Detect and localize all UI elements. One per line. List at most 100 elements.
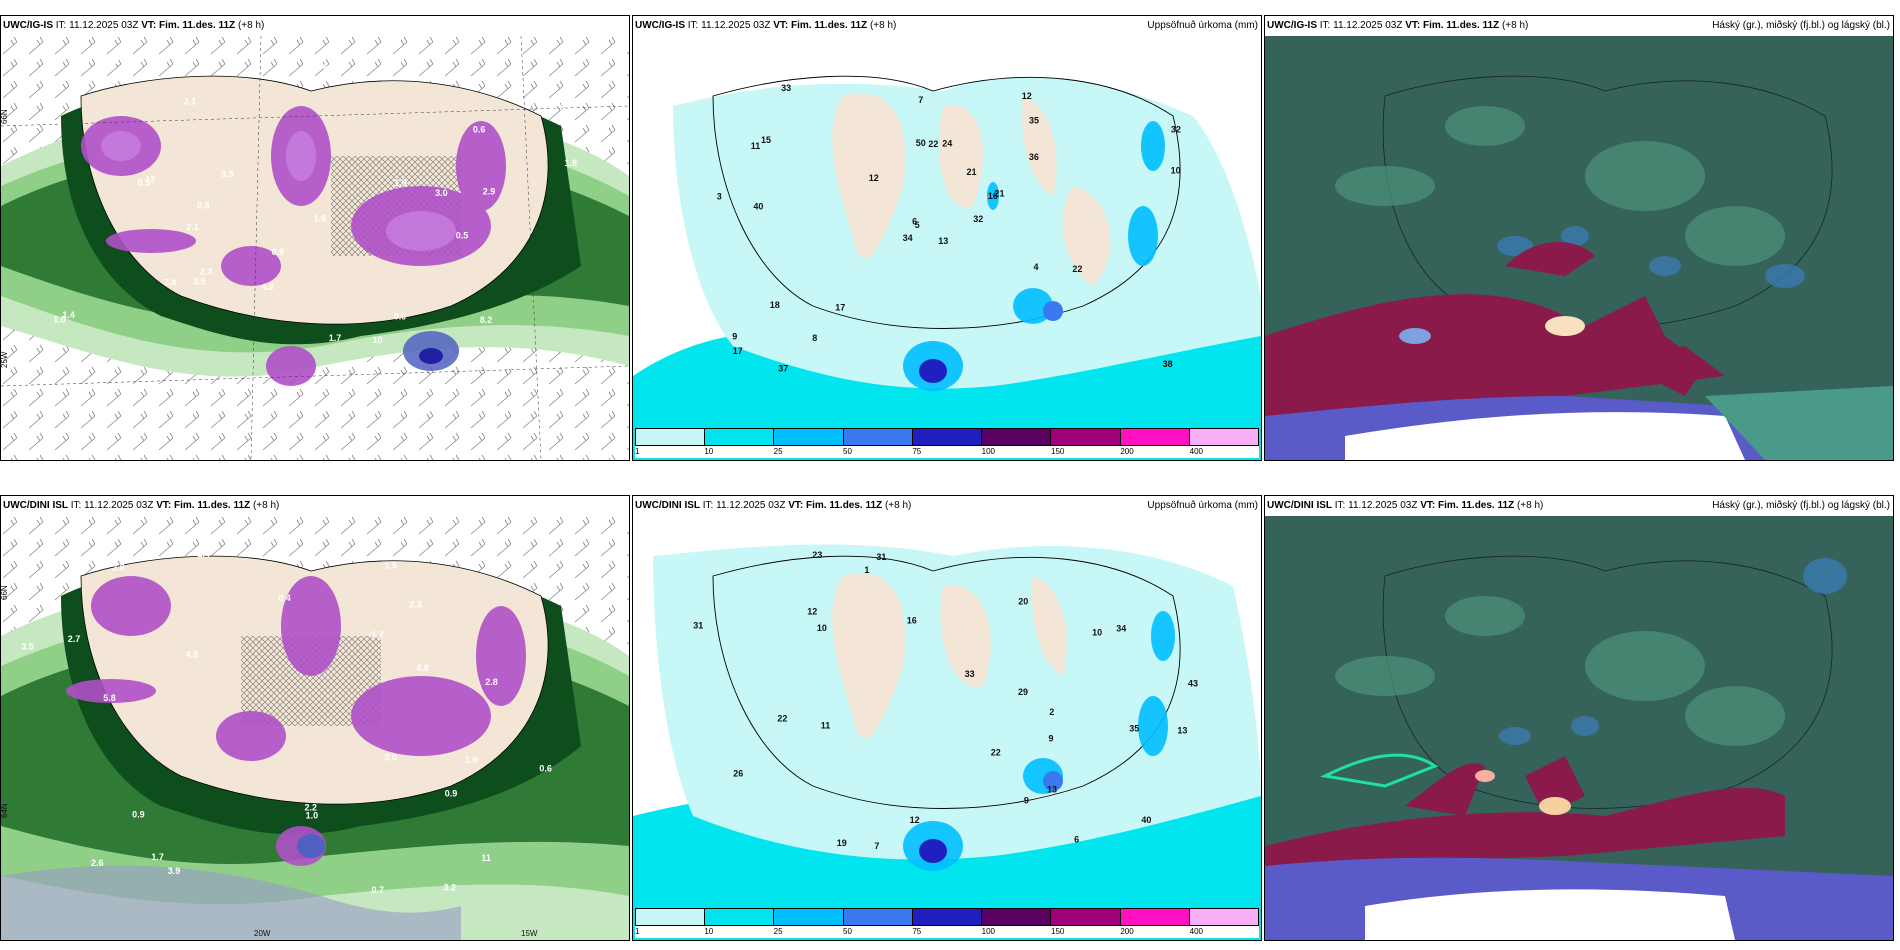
map-value-label: 0.5 — [138, 178, 151, 188]
map-value-label: 10 — [373, 335, 383, 345]
precipitation-map: 13 11 5 9 16 17 12 24 35 32 33 38 40 32 34 36 37 50 21 18 12… — [633, 36, 1261, 460]
cloud-map — [1265, 516, 1893, 940]
lon-label-25w: 25W — [1, 351, 9, 368]
map-value-label: 34 — [1116, 623, 1126, 633]
model-name: UWC/DINI ISL — [1267, 500, 1332, 511]
map-value-label: 24 — [942, 139, 952, 149]
map-value-label: 0.7 — [372, 885, 385, 895]
map-value-label: 0.6 — [539, 763, 552, 773]
map-value-label: 22 — [1072, 264, 1082, 274]
map-value-label: 50 — [916, 138, 926, 148]
map-value-label: 3 — [717, 192, 722, 202]
map-value-label: 9 — [1024, 795, 1029, 805]
map-value-label: 33 — [781, 83, 791, 93]
map-value-label: 12 — [1022, 91, 1032, 101]
map-value-label: 2.2 — [305, 803, 318, 813]
map-value-label: 13 — [1047, 785, 1057, 795]
legend-swatch — [982, 909, 1052, 925]
map-value-label: 4.8 — [416, 663, 429, 673]
map-value-label: 4 — [1034, 262, 1039, 272]
map-value-label: 22 — [777, 714, 787, 724]
vt-value: Fim. 11.des. 11Z — [806, 500, 883, 511]
map-value-label: 4.2 — [261, 282, 274, 292]
legend-tick-label: 75 — [912, 447, 922, 456]
legend-swatch — [843, 429, 913, 445]
map-value-label: 0.9 — [272, 247, 285, 257]
legend-swatch — [705, 429, 775, 445]
it-value: 11.12.2025 03Z — [701, 20, 771, 31]
legend-swatch — [982, 429, 1052, 445]
vt-label: VT: — [773, 20, 789, 31]
map-value-label: 4.8 — [186, 649, 199, 659]
it-label: IT: — [702, 500, 714, 511]
vt-value: Fim. 11.des. 11Z — [174, 500, 251, 511]
map-value-label: 0.9 — [394, 312, 407, 322]
map-value-label: 3.5 — [221, 169, 234, 179]
precipitation-value-labels: 1391016121933404329312326353122341310112… — [693, 550, 1198, 851]
legend-swatch — [843, 909, 913, 925]
map-value-label: 6 — [1074, 834, 1079, 844]
precipitation-legend: 1 10 25 50 75 100 150 200 400 — [635, 908, 1259, 938]
map-value-label: 3.9 — [168, 866, 181, 876]
panel-header: UWC/IG-IS IT: 11.12.2025 03Z VT: Fim. 11… — [1265, 16, 1893, 36]
legend-tick-label: 150 — [1051, 447, 1065, 456]
it-value: 11.12.2025 03Z — [716, 500, 786, 511]
it-label: IT: — [55, 20, 67, 31]
map-value-label: 5 — [915, 220, 920, 230]
map-value-label: 2.4 — [197, 549, 210, 559]
map-value-label: 40 — [753, 201, 763, 211]
panel-precipitation-dini: UWC/DINI ISL IT: 11.12.2025 03Z VT: Fim.… — [632, 495, 1262, 941]
map-value-label: 20 — [1018, 596, 1028, 606]
it-label: IT: — [687, 20, 699, 31]
panel-header: UWC/DINI ISL IT: 11.12.2025 03Z VT: Fim.… — [633, 496, 1261, 516]
map-value-label: 2.7 — [68, 634, 81, 644]
map-value-label: 17 — [835, 302, 845, 312]
vt-label: VT: — [156, 500, 172, 511]
precipitation-legend: 1 10 25 50 75 100 150 200 400 — [635, 428, 1259, 458]
legend-tick-label: 75 — [912, 927, 922, 936]
panel-temperature-dini: UWC/DINI ISL IT: 11.12.2025 03Z VT: Fim.… — [0, 495, 630, 941]
panel-title: Háský (gr.), miðský (fj.bl.) og lágský (… — [1712, 500, 1890, 511]
map-value-label: 15 — [761, 135, 771, 145]
map-value-label: 13 — [1177, 726, 1187, 736]
map-value-label: 1.6 — [314, 213, 327, 223]
map-value-label: 1.7 — [329, 333, 342, 343]
map-value-label: 35 — [1129, 723, 1139, 733]
legend-tick-label: 10 — [704, 447, 714, 456]
lat-label-64n: 64N — [1, 803, 9, 818]
map-value-label: 37 — [778, 364, 788, 374]
panel-header: UWC/DINI ISL IT: 11.12.2025 03Z VT: Fim.… — [1265, 496, 1893, 516]
map-value-label: 31 — [876, 552, 886, 562]
legend-tick-label: 200 — [1120, 447, 1134, 456]
legend-swatch — [1051, 429, 1121, 445]
map-value-label: 36 — [1029, 152, 1039, 162]
map-value-label: 12 — [807, 606, 817, 616]
lon-label-20w: 20W — [254, 929, 271, 938]
map-value-label: 26 — [733, 768, 743, 778]
legend-tick-label: 1 — [635, 447, 640, 456]
panel-header: UWC/DINI ISL IT: 11.12.2025 03Z VT: Fim.… — [1, 496, 629, 516]
map-value-label: 0.8 — [107, 56, 120, 66]
model-name: UWC/IG-IS — [635, 20, 685, 31]
map-value-label: 40 — [1141, 815, 1151, 825]
legend-tick-label: 25 — [773, 447, 783, 456]
map-value-label: 9 — [732, 332, 737, 342]
map-value-label: 1.5 — [385, 560, 398, 570]
legend-swatch — [912, 429, 983, 445]
map-value-label: 23 — [812, 550, 822, 560]
panel-clouds-ig: UWC/IG-IS IT: 11.12.2025 03Z VT: Fim. 11… — [1264, 15, 1894, 461]
map-value-label: 7.4 — [164, 278, 177, 288]
legend-swatch — [1120, 429, 1190, 445]
map-value-label: 1.0 — [306, 810, 319, 820]
map-value-label: 3.0 — [384, 753, 397, 763]
map-value-label: 1.6 — [540, 546, 553, 556]
it-value: 11.12.2025 03Z — [69, 20, 139, 31]
map-value-label: 33 — [965, 669, 975, 679]
map-value-label: 21 — [967, 167, 977, 177]
map-value-label: 12 — [145, 175, 155, 185]
map-value-label: 3.2 — [444, 883, 457, 893]
map-value-label: 3.7 — [490, 557, 503, 567]
it-label: IT: — [70, 500, 82, 511]
panel-temperature-ig: UWC/IG-IS IT: 11.12.2025 03Z VT: Fim. 11… — [0, 15, 630, 461]
temperature-map: 66N 25W 20W 15W 0.90.50.80.50.62.14.22.1… — [1, 36, 629, 460]
